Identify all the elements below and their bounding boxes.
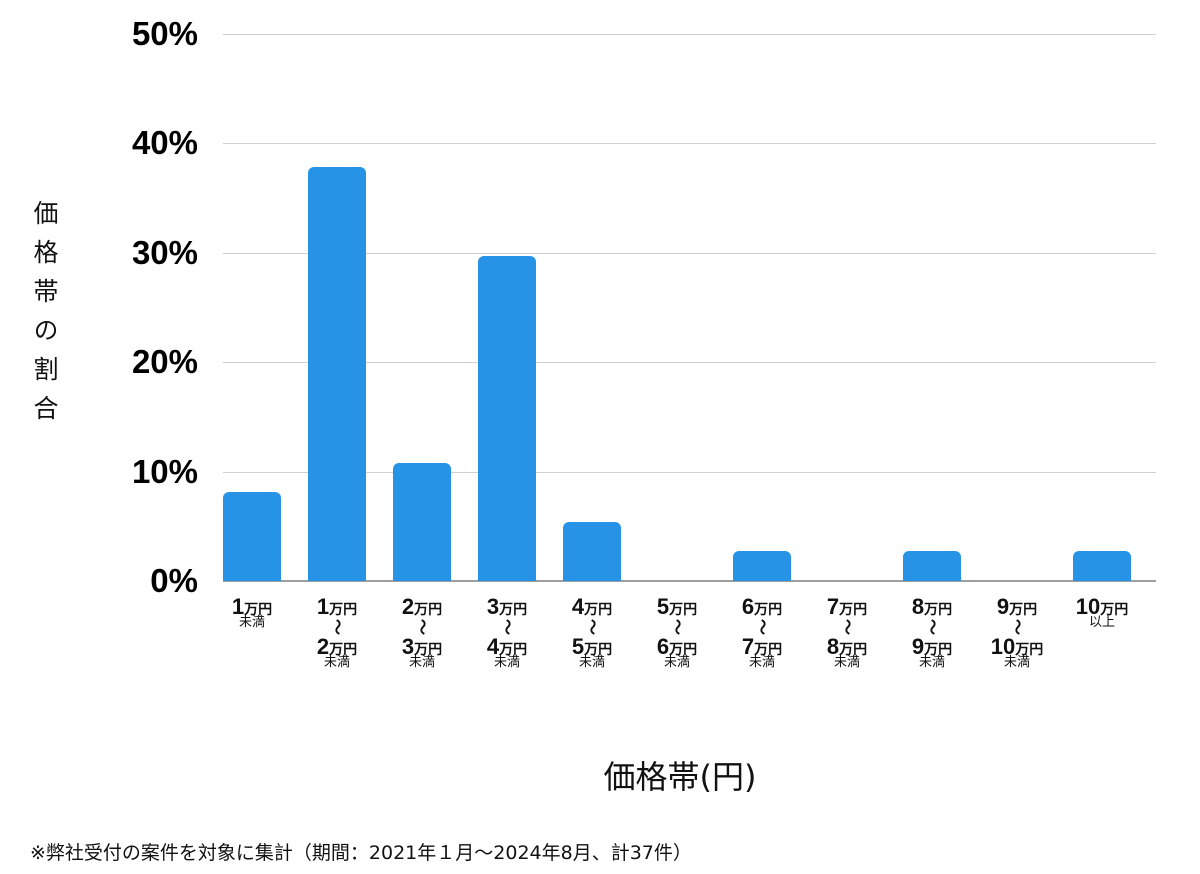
range-tilde: 〜: [498, 618, 517, 635]
bar: [308, 167, 366, 581]
x-tick-label: 9万円〜 10万円 未満: [975, 595, 1059, 670]
range-tilde: 〜: [1008, 618, 1027, 635]
x-tick-label: 10万円 以上: [1075, 594, 1129, 630]
y-tick-label: 20%: [131, 343, 198, 381]
x-tick-label: 5万円〜 6万円 未満: [635, 595, 719, 670]
gridline: [223, 143, 1156, 145]
y-tick-label: 30%: [131, 233, 198, 271]
y-tick-label: 10%: [131, 452, 198, 490]
bar: [563, 521, 621, 581]
gridline: [223, 34, 1156, 35]
bar: [478, 256, 536, 581]
y-tick-label: 0%: [150, 562, 198, 599]
range-tilde: 〜: [923, 618, 942, 635]
x-tick-label: 1万円〜 2万円 未満: [295, 595, 379, 670]
x-axis-title: 価格帯(円): [603, 758, 757, 796]
y-tick-label: 40%: [131, 124, 198, 162]
x-tick-label: 6万円〜 7万円 未満: [720, 595, 804, 670]
bar: [393, 462, 451, 581]
x-tick-label: 8万円〜 9万円 未満: [890, 595, 974, 670]
bar: [223, 492, 281, 581]
range-tilde: 〜: [583, 618, 602, 635]
y-axis-title: 価格帯の割合: [30, 200, 59, 434]
gridline: [223, 362, 1156, 364]
bar: [903, 551, 961, 581]
x-tick-label: 7万円〜 8万円 未満: [805, 595, 889, 670]
x-tick-label: 3万円〜 4万円 未満: [465, 595, 549, 670]
bar: [1073, 551, 1131, 581]
x-tick-label: 1万円 未満: [231, 594, 273, 630]
range-tilde: 〜: [413, 618, 432, 635]
y-tick-label: 50%: [131, 15, 198, 52]
range-tilde: 〜: [328, 618, 347, 635]
gridline: [223, 252, 1156, 254]
gridline: [223, 471, 1156, 473]
range-tilde: 〜: [753, 618, 772, 635]
range-tilde: 〜: [668, 618, 687, 635]
x-tick-label: 2万円〜 3万円 未満: [380, 595, 464, 670]
x-axis-line: [223, 580, 1156, 582]
range-tilde: 〜: [838, 618, 857, 635]
bar: [733, 551, 791, 581]
footnote: ※弊社受付の案件を対象に集計（期間：2021年１月〜2024年8月、計37件）: [30, 842, 692, 864]
x-tick-label: 4万円〜 5万円 未満: [550, 595, 634, 670]
